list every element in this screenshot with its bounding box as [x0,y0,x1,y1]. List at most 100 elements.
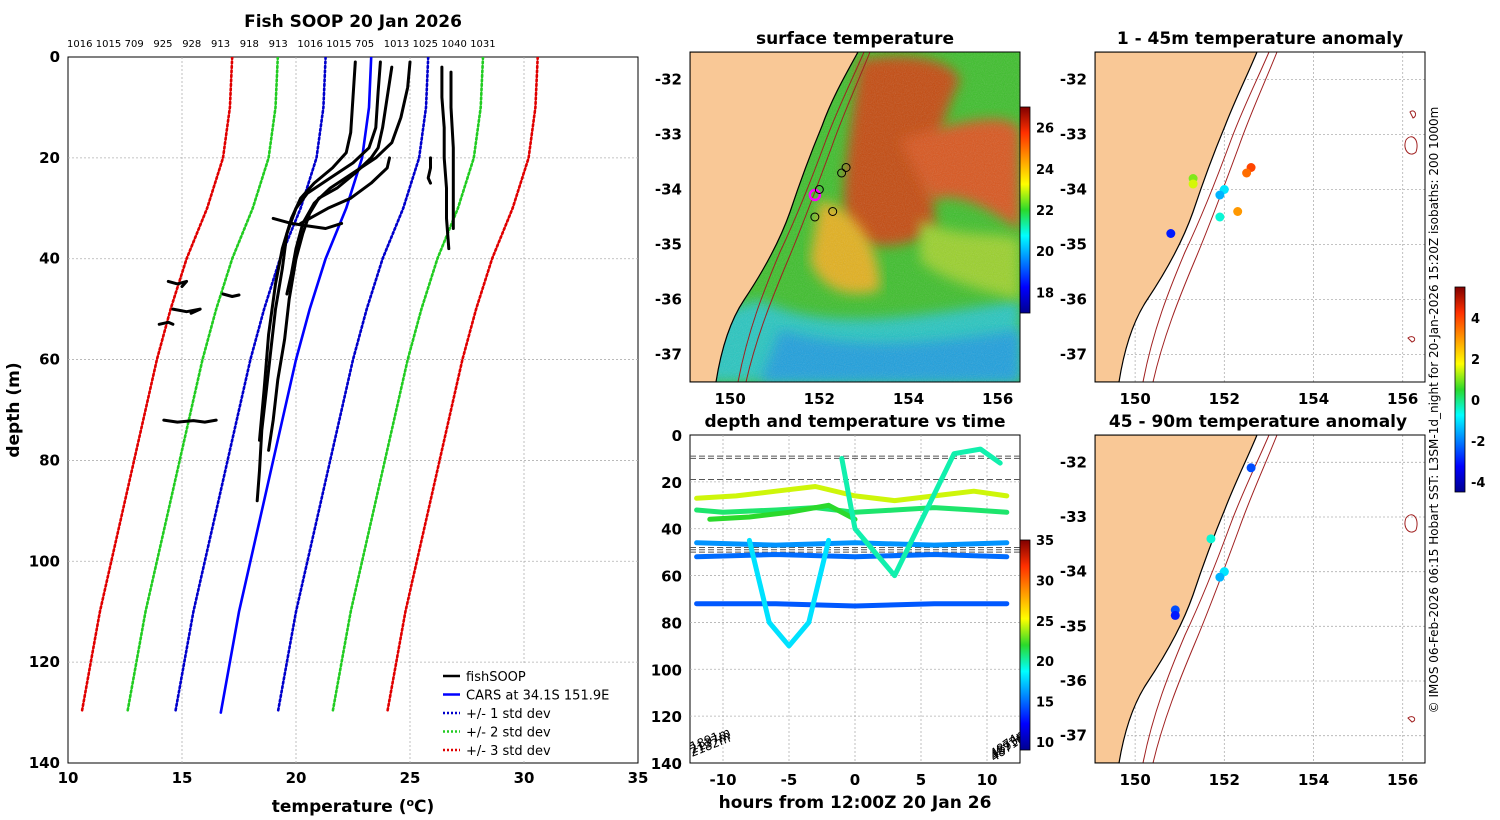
anomaly-point [1188,179,1198,189]
anomaly-colorbar-label: -4 [1471,476,1485,491]
profile-top-label: 709 [125,39,144,50]
sst-station-marker [828,207,838,216]
sst-ticks: 150 152 154 156 -32 -33 -34 -35 -36 -37 [655,71,1013,409]
figure-credit: © IMOS 06-Feb-2026 06:15 Hobart SST: L3S… [1427,107,1441,714]
profile-xtick-label: 30 [514,769,535,787]
profile-top-label: 1040 [441,39,466,50]
profile-xtick-label: 35 [628,769,649,787]
sst-colorbar-label: 18 [1036,286,1054,301]
profile-series [80,57,539,714]
profile-profile-f-line [271,216,344,230]
depth-time-track-spikes [839,446,1003,579]
legend-label: +/- 1 std dev [466,707,551,722]
profile-ytick-label: 20 [39,149,60,167]
anomaly-colorbar-label: 4 [1471,312,1480,327]
map-ytick-label: -36 [655,291,682,309]
sst-title: surface temperature [756,29,954,49]
anomaly-colorbar: 4 2 0 -2 -4 [1454,286,1485,493]
map-xtick-label: 154 [1298,390,1329,408]
sst-station-marker [841,163,851,172]
map-ytick-label: -35 [1060,617,1087,635]
profile-ytick-label: 0 [50,48,60,66]
profile-cars-line [219,57,373,714]
depth-time-xtick-label: 0 [850,771,860,789]
map-ytick-label: -35 [1060,236,1087,254]
map-xtick-label: 156 [982,390,1013,408]
anomaly-45-90-ticks: 150 152 154 156 -32 -33 -34 -35 -36 -37 [1060,453,1418,789]
depth-time-colorbar-label: 15 [1036,696,1054,711]
profile-ytick-label: 60 [39,351,60,369]
profile-profile-d-line [285,60,412,296]
profile-ytick-label: 40 [39,250,60,268]
depth-time-colorbar-label: 25 [1036,615,1054,630]
depth-time-colorbar: 35 30 25 20 15 10 [1019,534,1054,751]
profile-top-label: 918 [240,39,259,50]
depth-time-ytick-label: 60 [661,568,682,586]
sst-panel: surface temperature 150 152 154 156 -32 -33 -3… [655,29,1054,408]
map-xtick-label: 150 [1119,390,1150,408]
sst-station-marker [810,212,820,222]
anomaly-1-45-title: 1 - 45m temperature anomaly [1117,29,1403,49]
map-ytick-label: -36 [1060,672,1087,690]
depth-time-colorbar-label: 10 [1036,736,1054,751]
profile-top-labels: 1016 1015 709 925 928 913 918 913 1016 1015 705 101… [67,39,496,50]
profile-blob-1-line [166,279,189,288]
profile-top-label: 1025 [413,39,438,50]
anomaly-point [1215,190,1225,200]
sst-colorbar-label: 20 [1036,245,1054,260]
anomaly-point [1166,229,1176,238]
profile-sd2-plus-line [331,57,485,714]
anomaly-45-90-land [1095,435,1258,763]
depth-time-track-50m [694,552,1010,560]
sst-field [690,52,1020,382]
profile-sd1-plus-line [276,57,430,714]
map-ytick-label: -36 [1060,291,1087,309]
legend-label: +/- 2 std dev [466,726,551,741]
anomaly-point [1215,572,1225,582]
depth-time-panel: depth and temperature vs time -10 -5 0 5 100… [651,412,1054,813]
map-ytick-label: -34 [1060,181,1087,199]
profile-blob-5-line [162,418,218,424]
depth-time-track-shallow [694,484,1010,504]
sst-station-markers [808,163,851,222]
profile-sd3-plus-line [385,57,539,714]
map-ytick-label: -33 [1060,126,1087,144]
profile-profile-c-line [258,60,357,442]
depth-time-ytick-label: 40 [661,521,682,539]
map-ytick-label: -37 [1060,346,1087,364]
anomaly-1-45-land [1095,52,1258,382]
profile-ytick-label: 120 [29,653,60,671]
profile-top-label: 928 [182,39,201,50]
depth-time-colorbar-label: 20 [1036,655,1054,670]
anomaly-1-45-points [1166,163,1256,238]
depth-time-track-thermo [707,502,858,522]
legend-label: CARS at 34.1S 151.9E [466,689,609,704]
map-ytick-label: -35 [655,236,682,254]
depth-time-ytick-label: 80 [661,614,682,632]
depth-time-colorbar-label: 30 [1036,574,1054,589]
profile-xtick-label: 10 [58,769,79,787]
anomaly-point [1246,463,1256,473]
depth-time-ytick-label: 0 [672,427,682,445]
profile-blob-2-line [171,307,202,315]
depth-time-ytick-label: 120 [651,708,682,726]
anomaly-colorbar-label: -2 [1471,435,1485,450]
profile-profile-g-line [440,65,451,251]
anomaly-point [1242,168,1252,178]
anomaly-1-45-ticks: 150 152 154 156 -32 -33 -34 -35 -36 -37 [1060,71,1418,409]
profile-top-label: 1013 [384,39,409,50]
profile-blob-3-line [157,320,175,326]
anomaly-1-45-panel: 1 - 45m temperature anomaly 150 152 154 156… [1060,29,1426,409]
profile-profile-e-line [299,156,391,225]
colorbar-strip [1454,286,1466,493]
anomaly-colorbar-label: 2 [1471,353,1480,368]
profile-sd2-minus-line [126,57,280,714]
profile-sd3-minus-line [80,57,234,714]
depth-time-xtick-label: -5 [781,771,798,789]
depth-time-xtick-label: 5 [916,771,926,789]
sst-station-marker [814,185,824,194]
anomaly-point [1170,610,1180,620]
map-xtick-label: 156 [1387,390,1418,408]
